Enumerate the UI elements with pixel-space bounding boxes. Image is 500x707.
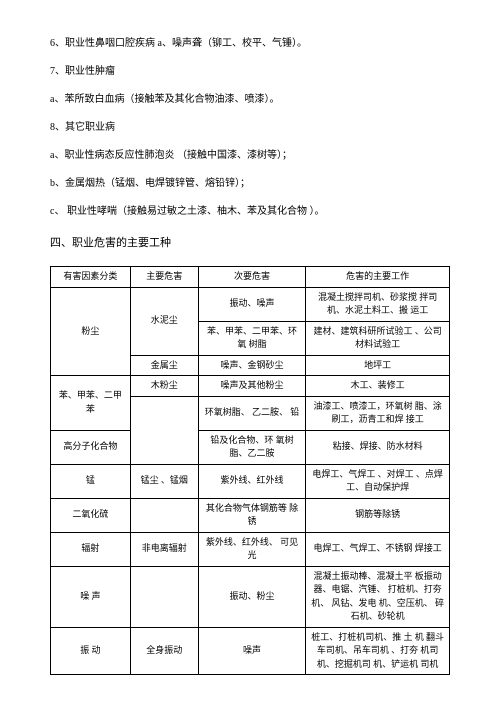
table-cell: 桩工、打桩机司机、推 土 机 翻斗车司机、吊车司机 、打夯 机司机、挖掘机司 机… — [306, 627, 450, 675]
hazard-table: 有害因素分类 主要危害 次要危害 危害的主要工作 粉尘水泥尘振动、噪声混凝土搅拌… — [50, 266, 450, 675]
table-cell: 振动、粉尘 — [198, 566, 306, 627]
table-cell: 建材、建筑科研所试验工 、公司材料试验工 — [306, 321, 450, 355]
table-cell — [130, 498, 198, 532]
table-cell: 高分子化合物 — [51, 430, 131, 464]
table-cell: 噪 声 — [51, 566, 131, 627]
table-cell: 电焊工、气焊工 、对焊工 、点焊工、自动保护焊 — [306, 464, 450, 498]
table-cell: 木工、装修工 — [306, 376, 450, 397]
table-cell: 紫外线、红外线 — [198, 464, 306, 498]
table-cell: 苯、甲苯、二甲苯 — [51, 376, 131, 431]
table-cell: 锰尘 、锰烟 — [130, 464, 198, 498]
table-cell: 铅及化合物、环 氧树 脂、乙二胺 — [198, 430, 306, 464]
table-cell: 水泥尘 — [130, 287, 198, 355]
table-cell: 二氧化硫 — [51, 498, 131, 532]
table-cell: 其化合物气体钢筋等 除锈 — [198, 498, 306, 532]
table-cell: 粘接、焊接、防水材料 — [306, 430, 450, 464]
table-cell: 混凝土振动棒、混凝土平 板振动器、电锯、汽锤、 打桩机、打夯机、 风钻、发电 机… — [306, 566, 450, 627]
item-7: 7、职业性肿瘤 — [50, 64, 450, 80]
table-cell: 辐射 — [51, 532, 131, 566]
th-main: 主要危害 — [130, 267, 198, 288]
table-cell: 混凝土搅拌司机、砂浆搅 拌司机、水泥土料工、搬 运工 — [306, 287, 450, 321]
table-cell — [130, 566, 198, 627]
table-cell: 噪声及其他粉尘 — [198, 376, 306, 397]
th-category: 有害因素分类 — [51, 267, 131, 288]
table-cell: 金属尘 — [130, 355, 198, 376]
table-cell: 苯、甲苯、二甲苯、环氧 树脂 — [198, 321, 306, 355]
table-cell: 粉尘 — [51, 287, 131, 376]
table-cell: 油漆工、喷漆工，环氧树 脂、涂刷工，沥青工和焊 接工 — [306, 396, 450, 430]
table-cell: 噪声、金钢砂尘 — [198, 355, 306, 376]
table-cell: 电焊工、气焊工、不锈钢 焊接工 — [306, 532, 450, 566]
th-work: 危害的主要工作 — [306, 267, 450, 288]
table-cell: 锰 — [51, 464, 131, 498]
table-cell: 紫外线、红外线、 可见光 — [198, 532, 306, 566]
table-cell: 钢筋等除锈 — [306, 498, 450, 532]
item-8c: c、 职业性哮喘（接触易过敏之土漆、柚木、苯及其化合物 ）。 — [50, 204, 450, 220]
table-cell: 非电离辐射 — [130, 532, 198, 566]
table-cell: 振 动 — [51, 627, 131, 675]
table-cell: 噪声 — [198, 627, 306, 675]
item-8: 8、其它职业病 — [50, 120, 450, 136]
section-4-title: 四、职业危害的主要工种 — [50, 234, 450, 250]
item-6: 6、职业性鼻咽口腔疾病 a、噪声聋（铆工、校平、气锤）。 — [50, 36, 450, 52]
table-cell: 木粉尘 — [130, 376, 198, 397]
table-cell: 振动、噪声 — [198, 287, 306, 321]
item-8b: b、金属烟热（锰烟、电焊镀锌管、熔铅锌）； — [50, 176, 450, 192]
table-cell — [130, 396, 198, 464]
table-cell: 全身振动 — [130, 627, 198, 675]
table-cell: 环氧树脂、 乙二胺、 铅 — [198, 396, 306, 430]
item-7a: a、苯所致白血病（接触苯及其化合物油漆、喷漆）。 — [50, 92, 450, 108]
th-secondary: 次要危害 — [198, 267, 306, 288]
table-cell: 地坪工 — [306, 355, 450, 376]
item-8a: a、职业性病态反应性肺泡炎 （接触中国漆、漆树等）； — [50, 148, 450, 164]
